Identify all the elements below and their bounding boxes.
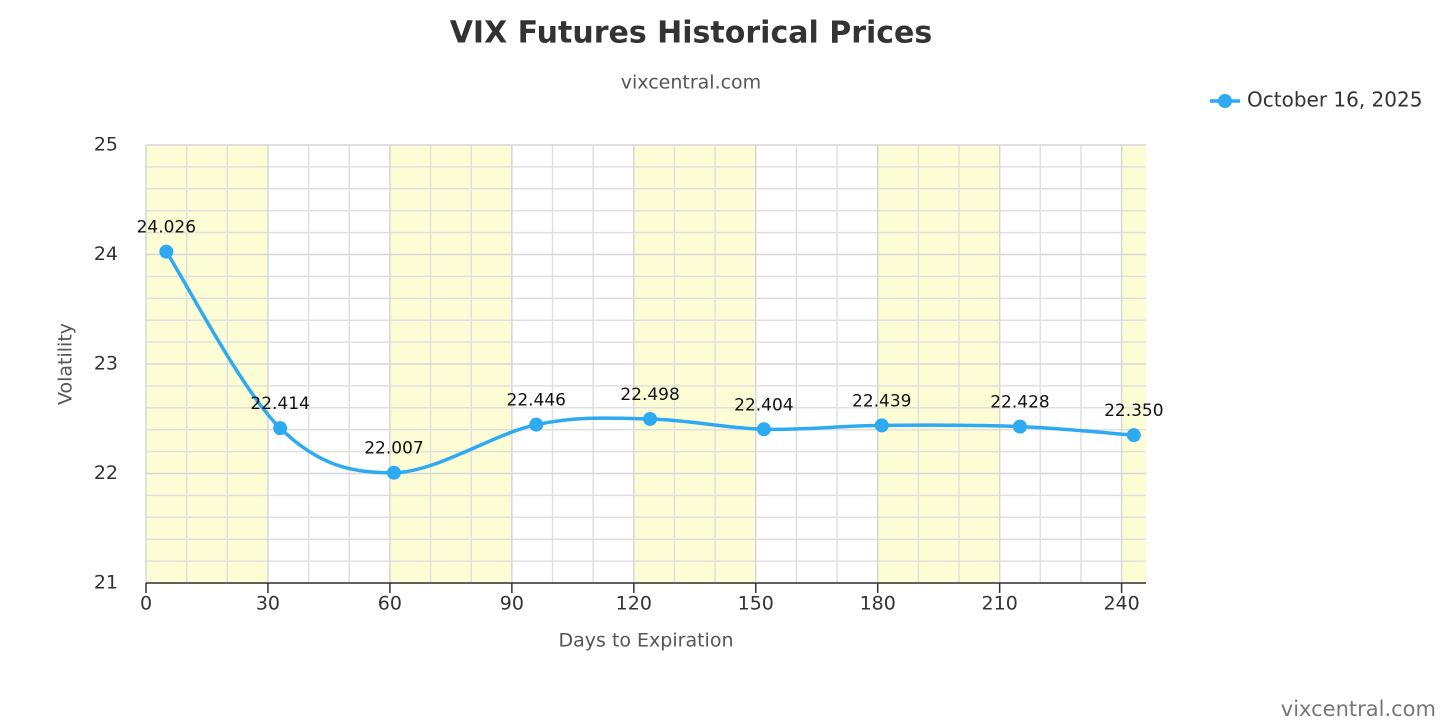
y-tick-label: 24 (94, 243, 118, 265)
y-axis-label: Volatility (55, 323, 77, 405)
x-tick-label: 60 (378, 593, 402, 615)
marker (273, 421, 288, 436)
data-label: 22.446 (507, 391, 566, 411)
x-tick-label: 120 (616, 593, 652, 615)
data-label: 22.350 (1104, 401, 1163, 421)
marker (159, 244, 174, 259)
x-tick-label: 150 (738, 593, 774, 615)
data-label: 22.498 (620, 385, 679, 405)
x-tick-label: 240 (1103, 593, 1139, 615)
chart-title: VIX Futures Historical Prices (450, 16, 933, 51)
y-tick-label: 23 (94, 353, 118, 375)
legend-label: October 16, 2025 (1247, 88, 1422, 112)
x-tick-label: 210 (982, 593, 1018, 615)
x-tick-label: 90 (500, 593, 524, 615)
data-label: 22.414 (250, 394, 309, 414)
data-label: 22.404 (734, 395, 793, 415)
x-tick-label: 0 (140, 593, 152, 615)
line (164, 250, 1134, 475)
data-label: 22.439 (852, 391, 911, 411)
x-tick-label: 180 (860, 593, 896, 615)
data-label: 24.026 (137, 218, 196, 238)
y-tick-label: 21 (94, 572, 118, 594)
y-tick-label: 25 (94, 134, 118, 156)
x-axis-label: Days to Expiration (558, 630, 733, 652)
credits: vixcentral.com (1281, 697, 1436, 721)
data-label: 22.428 (990, 393, 1049, 413)
marker (529, 417, 544, 432)
x-tick-label: 30 (256, 593, 280, 615)
marker (643, 411, 658, 426)
marker (756, 422, 771, 437)
chart-subtitle: vixcentral.com (621, 72, 761, 94)
marker (386, 465, 401, 480)
y-tick-label: 22 (94, 462, 118, 484)
marker (1012, 419, 1027, 434)
legend-marker (1218, 94, 1232, 108)
marker (874, 418, 889, 433)
marker (1126, 428, 1141, 443)
data-label: 22.007 (364, 439, 423, 459)
